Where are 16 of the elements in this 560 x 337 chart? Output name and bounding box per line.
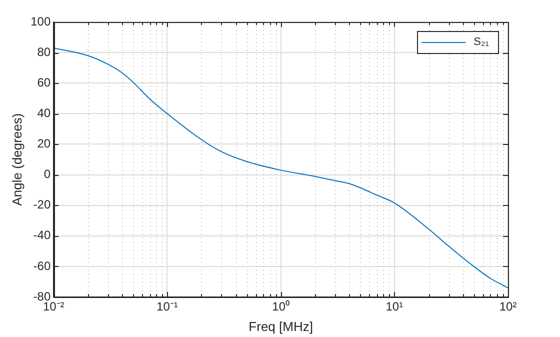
legend-label: S₂₁ bbox=[474, 36, 490, 48]
x-tick-label: 10⁰ bbox=[272, 300, 290, 314]
y-tick-label: -40 bbox=[33, 228, 51, 242]
x-tick-label: 10⁻¹ bbox=[156, 300, 178, 314]
x-tick-label: 10² bbox=[499, 300, 517, 314]
x-axis-title: Freq [MHz] bbox=[248, 318, 313, 334]
y-tick-label: -60 bbox=[33, 258, 51, 273]
y-tick-label: 80 bbox=[37, 44, 51, 59]
y-tick-label: 60 bbox=[37, 75, 51, 90]
y-axis-title: Angle (degrees) bbox=[9, 113, 24, 206]
y-tick-label: 100 bbox=[30, 14, 51, 28]
y-tick-label: -20 bbox=[33, 198, 51, 212]
y-tick-label: 20 bbox=[37, 136, 51, 151]
y-tick-label: 0 bbox=[44, 167, 51, 182]
y-tick-label: 40 bbox=[37, 106, 51, 120]
x-tick-label: 10¹ bbox=[386, 300, 404, 314]
